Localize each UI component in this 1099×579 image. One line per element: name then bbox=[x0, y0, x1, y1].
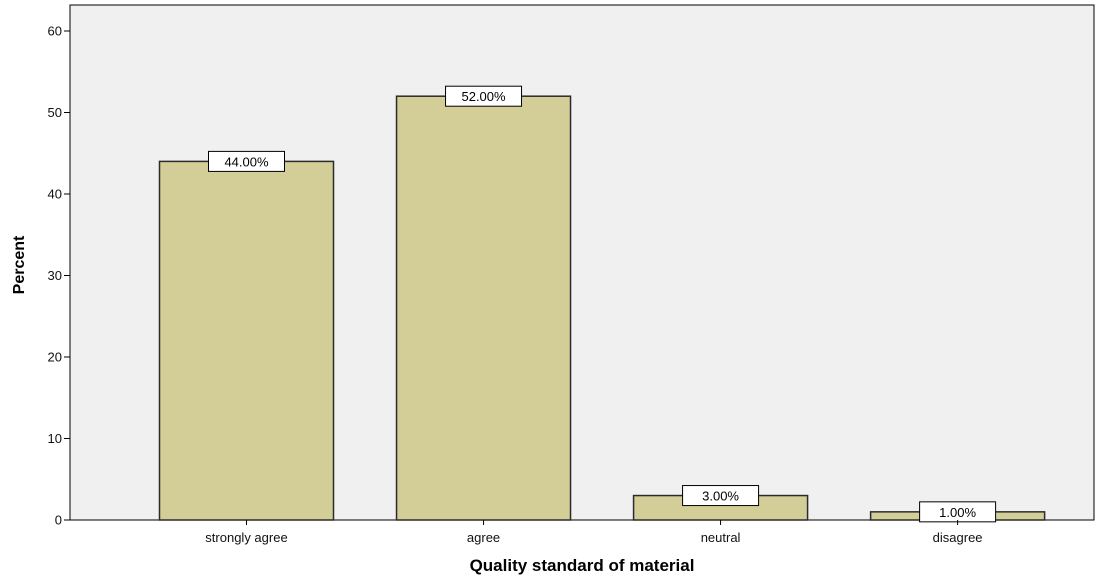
x-axis-title: Quality standard of material bbox=[470, 556, 695, 575]
y-axis-title: Percent bbox=[11, 235, 28, 294]
y-tick-label: 60 bbox=[48, 24, 62, 39]
x-tick-label: disagree bbox=[933, 530, 983, 545]
x-tick-label: neutral bbox=[701, 530, 741, 545]
y-tick-label: 10 bbox=[48, 431, 62, 446]
bar bbox=[395, 95, 572, 521]
x-axis: strongly agree agree neutral disagree bbox=[205, 520, 983, 545]
bar bbox=[158, 160, 335, 521]
y-tick-label: 0 bbox=[55, 513, 62, 528]
y-tick-label: 50 bbox=[48, 105, 62, 120]
data-label: 3.00% bbox=[702, 489, 739, 504]
x-tick-label: strongly agree bbox=[205, 530, 287, 545]
bars: 44.00% 52.00% 3.00% 1.00% bbox=[158, 85, 1046, 523]
y-tick-label: 30 bbox=[48, 268, 62, 283]
y-axis: 0 10 20 30 40 50 60 bbox=[48, 24, 70, 528]
data-label: 52.00% bbox=[461, 89, 506, 104]
data-label: 1.00% bbox=[939, 505, 976, 520]
data-label: 44.00% bbox=[224, 154, 269, 169]
y-tick-label: 20 bbox=[48, 350, 62, 365]
x-tick-label: agree bbox=[467, 530, 500, 545]
data-label-box bbox=[445, 85, 523, 107]
y-tick-label: 40 bbox=[48, 187, 62, 202]
data-label-box bbox=[208, 150, 285, 172]
data-label-box bbox=[682, 485, 760, 507]
